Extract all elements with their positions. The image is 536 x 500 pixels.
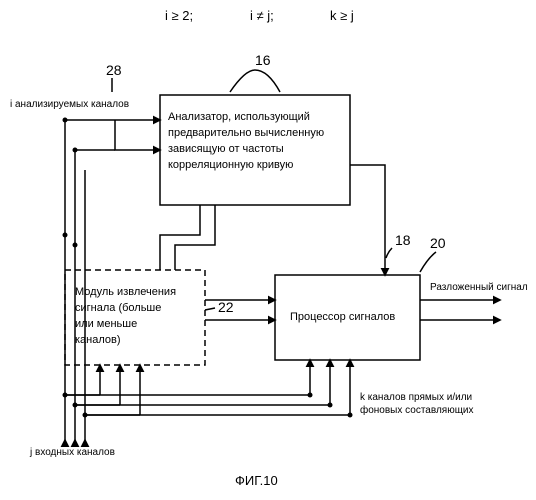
analyzer-l2: предварительно вычисленную <box>168 127 324 139</box>
j-input-label: j входных каналов <box>29 447 115 458</box>
label-16: 16 <box>255 52 271 68</box>
label-28: 28 <box>106 62 122 78</box>
formula-ij: i ≠ j; <box>250 8 274 23</box>
extractor-l3: или меньше <box>75 318 137 330</box>
output-label: Разложенный сигнал <box>430 282 528 293</box>
analyzer-l4: корреляционную кривую <box>168 159 293 171</box>
extractor-l2: сигнала (больше <box>75 302 161 314</box>
label-18: 18 <box>395 232 411 248</box>
formula-i: i ≥ 2; <box>165 8 193 23</box>
label-22: 22 <box>218 299 234 315</box>
analyzer-l3: зависящую от частоты <box>168 143 284 155</box>
k-channels-l2: фоновых составляющих <box>360 404 474 416</box>
extractor-l4: каналов) <box>75 334 121 346</box>
i-analyzed-label: i анализируемых каналов <box>10 99 129 110</box>
k-channels-l1: k каналов прямых и/или <box>360 392 472 403</box>
formula-k: k ≥ j <box>330 8 354 23</box>
processor-label: Процессор сигналов <box>290 311 395 323</box>
figure-caption: ФИГ.10 <box>235 473 278 488</box>
analyzer-l1: Анализатор, использующий <box>168 111 310 123</box>
label-20: 20 <box>430 235 446 251</box>
extractor-l1: Модуль извлечения <box>75 286 176 298</box>
